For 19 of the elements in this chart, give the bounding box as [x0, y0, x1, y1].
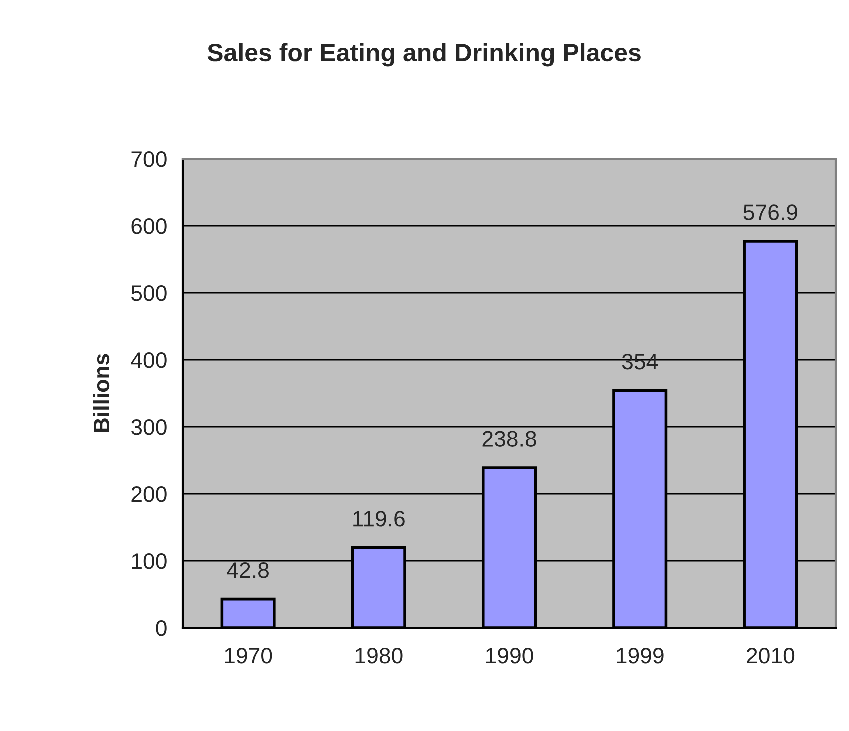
- x-tick-label: 2010: [747, 648, 795, 664]
- y-tick-label: 0: [156, 620, 167, 636]
- x-tick-label: 1999: [617, 648, 664, 664]
- y-tick-label: 400: [131, 352, 167, 368]
- y-tick-label: 700: [132, 152, 167, 168]
- x-tick-label: 1990: [486, 648, 534, 664]
- data-label: 576.9: [744, 204, 798, 220]
- data-label: 119.6: [354, 511, 405, 527]
- y-tick-label: 600: [132, 218, 167, 234]
- data-label: 238.8: [482, 431, 536, 447]
- y-axis-title: Billions: [93, 354, 110, 432]
- chart-title: Sales for Eating and Drinking Places: [208, 43, 641, 67]
- y-tick-label: 500: [132, 286, 167, 302]
- y-tick-label: 200: [132, 486, 167, 502]
- x-tick-label: 1970: [225, 648, 272, 664]
- y-tick-label: 100: [132, 554, 167, 570]
- y-tick-label: 300: [131, 420, 167, 436]
- x-tick-label: 1980: [356, 648, 403, 664]
- data-label: 42.8: [227, 562, 269, 578]
